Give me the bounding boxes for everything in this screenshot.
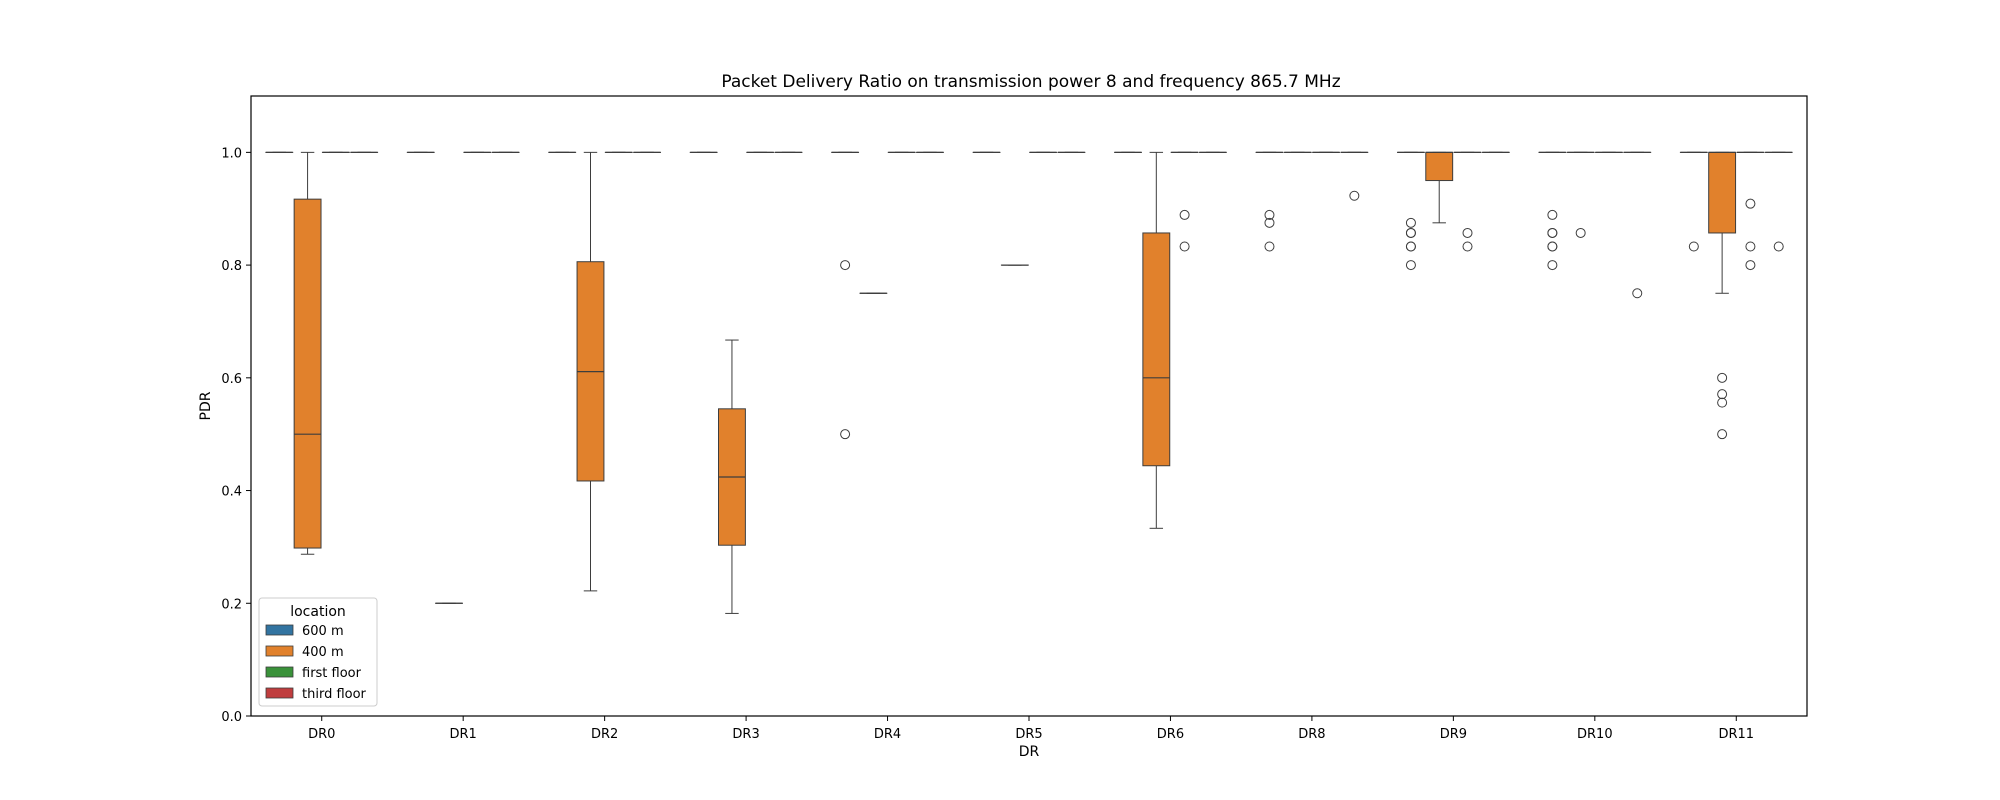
legend: location 600 m 400 m first floor third floo… xyxy=(258,597,378,707)
outlier-point xyxy=(1632,288,1643,299)
outlier-point xyxy=(1179,209,1190,220)
outlier-point xyxy=(1547,209,1558,220)
box-group xyxy=(1170,151,1199,252)
box-group xyxy=(1623,151,1652,299)
x-tick-label: DR4 xyxy=(874,727,901,742)
box xyxy=(1425,151,1454,182)
outlier-point xyxy=(1547,227,1558,238)
x-axis: DR0 DR1 DR2 DR3 DR4 DR5 DR6 DR8 DR9 DR10 DR11 xyxy=(308,716,1754,742)
box-series xyxy=(265,151,1793,614)
outlier-point xyxy=(1264,217,1275,228)
outlier-point xyxy=(1264,241,1275,252)
outlier-point xyxy=(1547,241,1558,252)
outlier-point xyxy=(1575,227,1586,238)
x-tick-label: DR9 xyxy=(1440,727,1467,742)
outlier-point xyxy=(840,429,851,440)
box-group xyxy=(293,151,322,555)
legend-swatch xyxy=(265,666,294,678)
x-tick-label: DR0 xyxy=(308,727,335,742)
outlier-point xyxy=(1717,389,1728,400)
box-group xyxy=(1255,151,1284,252)
outlier-point xyxy=(1405,217,1416,228)
box-group xyxy=(1142,151,1171,529)
outlier-point xyxy=(1405,241,1416,252)
legend-entries: 600 m 400 m first floor third floor xyxy=(265,624,367,702)
outlier-point xyxy=(1462,227,1473,238)
box-group xyxy=(1453,151,1482,252)
y-tick-label: 0.2 xyxy=(221,597,242,612)
legend-swatch xyxy=(265,624,294,636)
outlier-point xyxy=(1349,190,1360,201)
box xyxy=(1708,151,1737,234)
outlier-point xyxy=(1717,397,1728,408)
legend-entry-label: 400 m xyxy=(302,645,344,660)
legend-title: location xyxy=(290,604,346,620)
box-group xyxy=(1340,151,1369,201)
legend-entry-label: 600 m xyxy=(302,624,344,639)
x-tick-label: DR2 xyxy=(591,727,618,742)
legend-swatch xyxy=(265,645,294,657)
outlier-point xyxy=(1717,429,1728,440)
legend-entry-label: first floor xyxy=(302,666,362,681)
y-tick-label: 0.6 xyxy=(221,372,242,387)
outlier-point xyxy=(1264,209,1275,220)
x-axis-label: DR xyxy=(1019,744,1040,760)
box-group xyxy=(1538,151,1567,271)
outlier-point xyxy=(1688,241,1699,252)
x-tick-label: DR10 xyxy=(1577,727,1613,742)
chart-title: Packet Delivery Ratio on transmission po… xyxy=(721,72,1340,92)
box-group xyxy=(1396,151,1425,271)
outlier-point xyxy=(1547,260,1558,271)
x-tick-label: DR1 xyxy=(450,727,477,742)
y-tick-label: 0.8 xyxy=(221,259,242,274)
outlier-point xyxy=(1405,227,1416,238)
outlier-point xyxy=(840,260,851,271)
box xyxy=(1142,232,1171,467)
y-axis-label: PDR xyxy=(198,391,214,420)
outlier-point xyxy=(1717,372,1728,383)
box-group xyxy=(1764,151,1793,252)
x-tick-label: DR5 xyxy=(1015,727,1042,742)
plot-frame xyxy=(250,95,1808,717)
outlier-point xyxy=(1745,198,1756,209)
box-group xyxy=(1566,151,1595,238)
outlier-point xyxy=(1462,241,1473,252)
box-group xyxy=(831,151,860,440)
y-tick-label: 0.0 xyxy=(221,710,242,725)
legend-entry-label: third floor xyxy=(302,687,367,702)
outlier-point xyxy=(1773,241,1784,252)
box-group xyxy=(1736,151,1765,271)
x-tick-label: DR8 xyxy=(1298,727,1325,742)
box-group xyxy=(576,151,605,592)
y-tick-label: 1.0 xyxy=(221,146,242,161)
outlier-point xyxy=(1745,260,1756,271)
y-tick-label: 0.4 xyxy=(221,485,242,500)
outlier-point xyxy=(1745,241,1756,252)
box-group xyxy=(1679,151,1708,252)
box-group xyxy=(1425,151,1454,224)
outlier-point xyxy=(1405,260,1416,271)
x-tick-label: DR3 xyxy=(732,727,759,742)
box xyxy=(293,198,322,549)
outlier-point xyxy=(1179,241,1190,252)
y-axis: 0.0 0.2 0.4 0.6 0.8 1.0 xyxy=(221,146,251,725)
box-group xyxy=(718,339,746,614)
legend-swatch xyxy=(265,687,294,699)
x-tick-label: DR11 xyxy=(1718,727,1754,742)
box-group xyxy=(1708,151,1737,440)
x-tick-label: DR6 xyxy=(1157,727,1184,742)
